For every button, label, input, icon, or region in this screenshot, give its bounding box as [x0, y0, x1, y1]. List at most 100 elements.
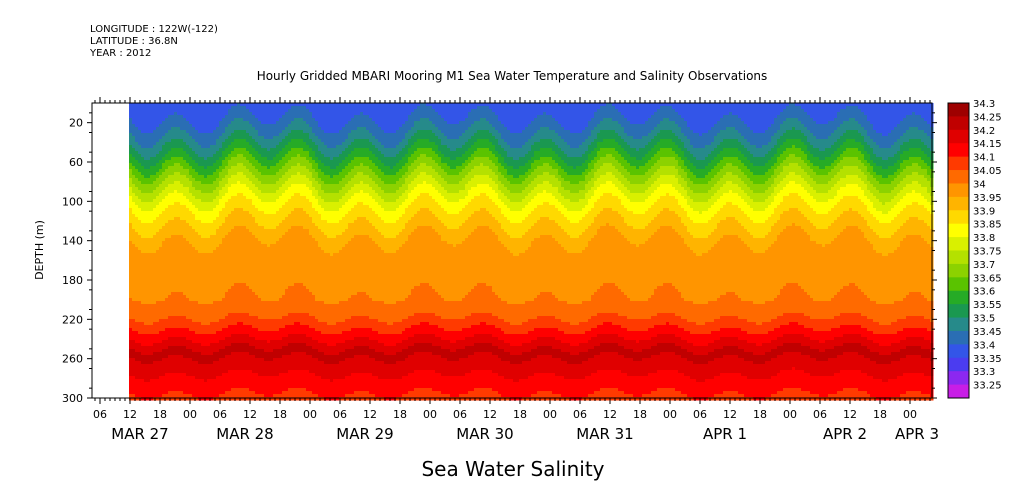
salinity-cell [171, 223, 175, 227]
salinity-cell [258, 310, 262, 314]
salinity-cell [147, 172, 151, 176]
salinity-cell [195, 346, 199, 350]
salinity-cell [141, 181, 145, 185]
salinity-cell [141, 250, 145, 254]
salinity-cell [219, 115, 223, 119]
salinity-cell [207, 184, 211, 188]
salinity-cell [180, 193, 184, 197]
salinity-cell [216, 313, 220, 317]
salinity-cell [261, 169, 265, 173]
salinity-cell [207, 235, 211, 239]
salinity-cell [183, 292, 187, 296]
salinity-cell [189, 109, 193, 113]
salinity-cell [267, 283, 271, 287]
salinity-cell [168, 316, 172, 320]
salinity-cell [243, 181, 247, 185]
salinity-cell [240, 292, 244, 296]
salinity-cell [267, 211, 271, 215]
salinity-cell [156, 199, 160, 203]
salinity-cell [228, 286, 232, 290]
salinity-cell [234, 178, 238, 182]
salinity-cell [183, 247, 187, 251]
salinity-cell [276, 244, 280, 248]
salinity-cell [237, 274, 241, 278]
salinity-cell [276, 295, 280, 299]
salinity-cell [144, 115, 148, 119]
salinity-cell [243, 163, 247, 167]
salinity-cell [240, 136, 244, 140]
salinity-cell [156, 382, 160, 386]
salinity-cell [276, 256, 280, 260]
salinity-cell [228, 103, 232, 107]
salinity-cell [153, 178, 157, 182]
salinity-cell [252, 316, 256, 320]
salinity-cell [192, 202, 196, 206]
salinity-cell [186, 163, 190, 167]
salinity-cell [186, 274, 190, 278]
salinity-cell [243, 298, 247, 302]
salinity-cell [273, 229, 277, 233]
salinity-cell [273, 217, 277, 221]
salinity-cell [153, 205, 157, 209]
salinity-cell [267, 109, 271, 113]
salinity-cell [150, 307, 154, 311]
salinity-cell [216, 136, 220, 140]
salinity-cell [228, 340, 232, 344]
salinity-cell [174, 151, 178, 155]
salinity-cell [177, 358, 181, 362]
salinity-cell [198, 334, 202, 338]
salinity-cell [171, 262, 175, 266]
salinity-cell [177, 190, 181, 194]
salinity-cell [171, 280, 175, 284]
salinity-cell [162, 319, 166, 323]
salinity-cell [195, 277, 199, 281]
salinity-cell [243, 175, 247, 179]
salinity-cell [231, 373, 235, 377]
salinity-cell [222, 391, 226, 395]
salinity-cell [246, 334, 250, 338]
salinity-cell [159, 394, 163, 398]
salinity-cell [231, 121, 235, 125]
salinity-cell [180, 373, 184, 377]
salinity-cell [246, 331, 250, 335]
salinity-cell [162, 136, 166, 140]
salinity-cell [201, 205, 205, 209]
salinity-cell [207, 316, 211, 320]
salinity-cell [231, 112, 235, 116]
salinity-cell [147, 325, 151, 329]
salinity-cell [147, 304, 151, 308]
salinity-cell [249, 214, 253, 218]
salinity-cell [258, 370, 262, 374]
salinity-cell [198, 379, 202, 383]
salinity-cell [153, 379, 157, 383]
salinity-cell [204, 337, 208, 341]
salinity-cell [165, 316, 169, 320]
salinity-cell [219, 337, 223, 341]
salinity-cell [246, 163, 250, 167]
salinity-cell [192, 172, 196, 176]
salinity-cell [129, 241, 133, 245]
salinity-cell [219, 298, 223, 302]
salinity-cell [246, 244, 250, 248]
salinity-cell [243, 205, 247, 209]
salinity-cell [135, 247, 139, 251]
salinity-cell [255, 172, 259, 176]
salinity-cell [270, 178, 274, 182]
salinity-cell [195, 304, 199, 308]
salinity-cell [267, 196, 271, 200]
salinity-cell [210, 253, 214, 257]
salinity-cell [168, 214, 172, 218]
salinity-cell [246, 391, 250, 395]
salinity-cell [180, 244, 184, 248]
salinity-cell [222, 388, 226, 392]
salinity-cell [177, 217, 181, 221]
salinity-cell [219, 349, 223, 353]
salinity-cell [243, 232, 247, 236]
salinity-cell [162, 226, 166, 230]
salinity-cell [252, 154, 256, 158]
salinity-cell [144, 217, 148, 221]
salinity-cell [192, 385, 196, 389]
salinity-cell [156, 370, 160, 374]
salinity-cell [207, 334, 211, 338]
salinity-cell [141, 310, 145, 314]
